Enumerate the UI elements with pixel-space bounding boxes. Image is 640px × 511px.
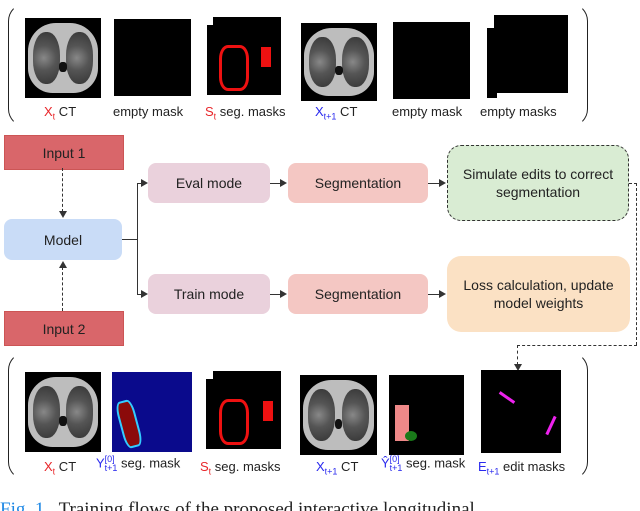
connector xyxy=(428,183,440,184)
eval-mode-box: Eval mode xyxy=(148,163,270,203)
label-empty-mask: empty mask xyxy=(113,104,184,119)
empty-mask-image-2 xyxy=(393,22,470,99)
connector xyxy=(270,183,281,184)
ct-image-xt xyxy=(25,18,101,98)
label-xt-ct: Xt CT xyxy=(44,104,77,122)
input1-label: Input 1 xyxy=(42,144,86,161)
arrow-head-down xyxy=(59,211,67,218)
segmentation-train-box: Segmentation xyxy=(288,274,428,314)
connector xyxy=(270,294,281,295)
ct-image-xt xyxy=(25,372,101,452)
label-yhat-seg-mask: Ŷ [0] t+1 seg. mask xyxy=(381,454,466,473)
seg-masks-image-st xyxy=(213,17,281,95)
segmentation-label: Segmentation xyxy=(314,175,402,191)
empty-mask-image xyxy=(114,19,191,96)
feedback-arrow xyxy=(629,183,637,184)
arrow-head-right xyxy=(439,179,446,187)
label-empty-masks: empty masks xyxy=(480,104,557,119)
arrow-head-right xyxy=(141,179,148,187)
probability-map-image xyxy=(112,372,192,452)
feedback-arrow xyxy=(636,183,637,345)
seg-masks-stack-edge xyxy=(206,379,213,449)
label-xt1-ct: Xt+1 CT xyxy=(316,459,359,477)
connector xyxy=(428,294,440,295)
branch-line xyxy=(122,239,137,240)
arrow-input1-model xyxy=(62,168,63,212)
arrow-head-right xyxy=(439,290,446,298)
input1-box: Input 1 xyxy=(4,135,124,170)
empty-masks-stack-edge xyxy=(487,28,497,98)
seg-masks-stack-edge xyxy=(207,25,213,95)
arrow-head-up xyxy=(59,261,67,268)
label-st-seg-masks: St seg. masks xyxy=(200,459,281,477)
arrow-head-right xyxy=(280,290,287,298)
loss-calculation-box: Loss calculation, update model weights xyxy=(447,256,630,332)
top-bracket-panel xyxy=(8,3,588,127)
arrow-head-right xyxy=(280,179,287,187)
label-xt1-ct: Xt+1 CT xyxy=(315,104,358,122)
empty-masks-stack-image xyxy=(494,15,568,93)
simulate-edits-label: Simulate edits to correct segmentation xyxy=(462,166,614,200)
input2-box: Input 2 xyxy=(4,311,124,346)
arrow-input2-model xyxy=(62,267,63,311)
segmentation-label: Segmentation xyxy=(314,286,402,302)
model-box: Model xyxy=(4,219,122,260)
ct-image-xt1 xyxy=(300,375,377,455)
feedback-arrow xyxy=(517,345,518,365)
label-st-seg-masks: St seg. masks xyxy=(205,104,286,122)
seg-masks-image-st xyxy=(213,371,281,449)
model-label: Model xyxy=(43,231,83,248)
input2-label: Input 2 xyxy=(42,320,86,337)
eval-mode-label: Eval mode xyxy=(175,175,243,191)
label-empty-mask-2: empty mask xyxy=(392,104,463,119)
binary-seg-mask-image xyxy=(389,375,464,455)
train-mode-box: Train mode xyxy=(148,274,270,314)
label-y-seg-mask: Y [0] t+1 seg. mask xyxy=(96,454,181,473)
branch-line-vertical xyxy=(137,183,138,294)
caption-label[interactable]: Fig. 1. xyxy=(0,499,50,511)
caption-text: Training flows of the proposed interacti… xyxy=(58,499,475,511)
loss-calculation-label: Loss calculation, update model weights xyxy=(463,277,614,311)
label-xt-ct: Xt CT xyxy=(44,459,77,477)
ct-image-xt1 xyxy=(301,23,377,101)
train-mode-label: Train mode xyxy=(173,286,245,302)
segmentation-eval-box: Segmentation xyxy=(288,163,428,203)
bottom-bracket-panel xyxy=(8,352,588,480)
connector xyxy=(137,183,142,184)
connector xyxy=(137,294,142,295)
arrow-head-down xyxy=(514,364,522,371)
arrow-head-right xyxy=(141,290,148,298)
figure-caption: Fig. 1. Training flows of the proposed i… xyxy=(0,499,475,511)
simulate-edits-box: Simulate edits to correct segmentation xyxy=(447,145,629,221)
label-e-edit-masks: Et+1 edit masks xyxy=(478,459,566,477)
feedback-arrow xyxy=(517,345,637,346)
edit-masks-image xyxy=(481,370,561,453)
